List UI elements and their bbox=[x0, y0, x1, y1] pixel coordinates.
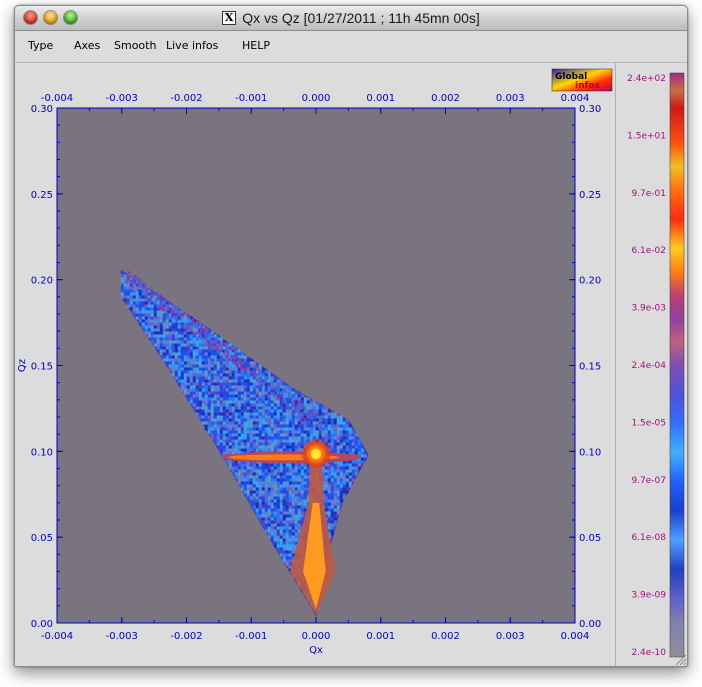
x-tick-label-bottom: -0.002 bbox=[170, 631, 202, 642]
y-tick-label-right: 0.10 bbox=[579, 447, 601, 458]
x-tick-label-top: 0.000 bbox=[302, 93, 331, 104]
x-tick-label-top: -0.002 bbox=[170, 93, 202, 104]
resize-grip-icon[interactable] bbox=[673, 652, 687, 666]
colorbar-gradient bbox=[669, 72, 685, 658]
x-tick-label-bottom: -0.001 bbox=[235, 631, 267, 642]
x-tick-label-top: -0.004 bbox=[41, 93, 73, 104]
x-tick-label-bottom: -0.004 bbox=[41, 631, 73, 642]
colorbar: 2.4e+02 1.5e+01 9.7e-01 6.1e-02 3.9e-03 2.4e-… bbox=[627, 72, 685, 658]
menu-axes[interactable]: Axes bbox=[74, 39, 101, 52]
x-tick-label-bottom: -0.003 bbox=[106, 631, 138, 642]
menu-help[interactable]: HELP bbox=[242, 39, 270, 52]
y-tick-label-left: 0.00 bbox=[31, 619, 53, 630]
colorbar-label: 2.4e+02 bbox=[627, 74, 666, 84]
y-axis-label: Qz bbox=[17, 359, 28, 372]
window-title: Qx vs Qz [01/27/2011 ; 11h 45mn 00s] bbox=[242, 10, 480, 26]
menu-smooth[interactable]: Smooth bbox=[114, 39, 157, 52]
colorbar-label: 9.7e-07 bbox=[631, 476, 666, 486]
y-tick-label-left: 0.15 bbox=[31, 362, 53, 373]
colorbar-label: 9.7e-01 bbox=[631, 189, 666, 199]
x11-icon: X bbox=[222, 11, 237, 25]
y-tick-label-right: 0.05 bbox=[579, 533, 601, 544]
x-tick-label-top: -0.003 bbox=[106, 93, 138, 104]
logo-line1: Global bbox=[555, 72, 587, 82]
y-tick-label-right: 0.15 bbox=[579, 362, 601, 373]
y-tick-label-right: 0.25 bbox=[579, 190, 601, 201]
y-tick-label-left: 0.30 bbox=[31, 104, 53, 115]
logo-line2: infos bbox=[575, 81, 600, 91]
app-window: X Qx vs Qz [01/27/2011 ; 11h 45mn 00s] T… bbox=[14, 5, 688, 667]
colorbar-label: 3.9e-03 bbox=[631, 304, 666, 314]
colorbar-label: 1.5e-05 bbox=[631, 418, 666, 428]
colorbar-label: 2.4e-10 bbox=[631, 648, 666, 658]
y-tick-label-right: 0.00 bbox=[579, 619, 601, 630]
y-tick-label-left: 0.20 bbox=[31, 276, 53, 287]
x-tick-label-bottom: 0.003 bbox=[496, 631, 525, 642]
y-tick-label-left: 0.25 bbox=[31, 190, 53, 201]
axes: -0.004 -0.004 -0.003 -0.003 -0.002 -0.002 -0.0… bbox=[17, 93, 601, 656]
x-tick-label-top: 0.001 bbox=[366, 93, 395, 104]
menu-bar: Type Axes Smooth Live infos HELP bbox=[15, 31, 687, 63]
minimize-button[interactable] bbox=[44, 11, 57, 24]
y-tick-label-left: 0.10 bbox=[31, 447, 53, 458]
x-tick-label-top: 0.004 bbox=[561, 93, 590, 104]
plot-area[interactable]: -0.004 -0.004 -0.003 -0.003 -0.002 -0.002 -0.0… bbox=[15, 63, 615, 666]
menu-live-infos[interactable]: Live infos bbox=[166, 39, 219, 52]
heatmap-plot[interactable]: -0.004 -0.004 -0.003 -0.003 -0.002 -0.002 -0.0… bbox=[15, 63, 615, 666]
colorbar-label: 3.9e-09 bbox=[631, 591, 666, 601]
colorbar-label: 6.1e-08 bbox=[631, 533, 666, 543]
x-tick-label-bottom: 0.000 bbox=[302, 631, 331, 642]
colorbar-label: 2.4e-04 bbox=[631, 361, 666, 371]
x-tick-label-bottom: 0.004 bbox=[561, 631, 590, 642]
intensity-map bbox=[120, 269, 369, 617]
colorbar-panel: 2.4e+02 1.5e+01 9.7e-01 6.1e-02 3.9e-03 2.4e-… bbox=[615, 63, 687, 666]
edge-speckle bbox=[121, 271, 325, 431]
x-axis-label: Qx bbox=[309, 645, 323, 656]
x-tick-label-top: 0.003 bbox=[496, 93, 525, 104]
y-tick-label-right: 0.20 bbox=[579, 276, 601, 287]
global-infos-logo[interactable]: Global infos bbox=[551, 68, 613, 92]
y-tick-label-left: 0.05 bbox=[31, 533, 53, 544]
x-tick-label-top: 0.002 bbox=[431, 93, 460, 104]
x-tick-label-bottom: 0.002 bbox=[431, 631, 460, 642]
x-tick-label-bottom: 0.001 bbox=[366, 631, 395, 642]
title-bar[interactable]: X Qx vs Qz [01/27/2011 ; 11h 45mn 00s] bbox=[15, 6, 687, 31]
x-tick-label-top: -0.001 bbox=[235, 93, 267, 104]
menu-type[interactable]: Type bbox=[28, 39, 54, 52]
specular-peak-center bbox=[311, 448, 321, 459]
colorbar-label: 1.5e+01 bbox=[627, 131, 666, 141]
colorbar-label: 6.1e-02 bbox=[631, 246, 666, 256]
y-tick-label-right: 0.30 bbox=[579, 104, 601, 115]
close-button[interactable] bbox=[24, 11, 37, 24]
zoom-button[interactable] bbox=[64, 11, 77, 24]
vertical-rod-core bbox=[303, 502, 326, 610]
